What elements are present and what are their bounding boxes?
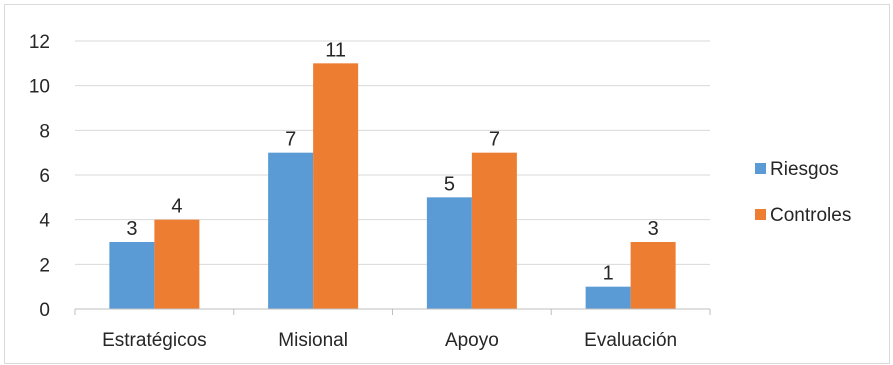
x-tick-label: Apoyo (445, 330, 499, 351)
legend-swatch (755, 209, 766, 220)
y-tick-label: 6 (39, 166, 50, 187)
data-label: 7 (285, 129, 296, 151)
bar-controles-1 (313, 63, 359, 310)
bar-controles-3 (630, 242, 676, 309)
y-tick-label: 4 (39, 211, 50, 232)
y-tick-label: 0 (39, 300, 50, 321)
y-axis: 0 2 4 6 8 10 12 (29, 32, 51, 321)
bar-riesgos-3 (585, 286, 631, 309)
x-axis: Estratégicos Misional Apoyo Evaluación (74, 308, 711, 351)
data-label: 5 (444, 173, 455, 195)
data-label: 4 (171, 196, 182, 218)
bar-riesgos-0 (109, 242, 155, 309)
data-label: 7 (489, 129, 500, 151)
legend-swatch (755, 163, 766, 174)
bar-riesgos-2 (426, 197, 472, 309)
data-label: 11 (325, 39, 346, 61)
legend-label: Riesgos (770, 159, 839, 180)
data-label: 3 (126, 218, 137, 240)
bar-controles-2 (471, 152, 517, 309)
data-label: 3 (648, 218, 659, 240)
y-tick-label: 10 (29, 77, 50, 98)
x-tick-label: Evaluación (584, 330, 677, 351)
bar-riesgos-1 (268, 152, 314, 309)
data-label: 1 (603, 263, 614, 285)
y-tick-label: 8 (39, 121, 50, 142)
x-tick-label: Misional (278, 330, 348, 351)
legend: Riesgos Controles (755, 159, 851, 226)
x-tick-label: Estratégicos (102, 330, 207, 351)
bar-controles-0 (154, 219, 200, 309)
legend-label: Controles (770, 205, 851, 226)
y-tick-label: 12 (29, 32, 50, 53)
y-tick-label: 2 (39, 255, 50, 276)
bars: 3 4 7 11 5 7 1 3 (109, 39, 676, 310)
